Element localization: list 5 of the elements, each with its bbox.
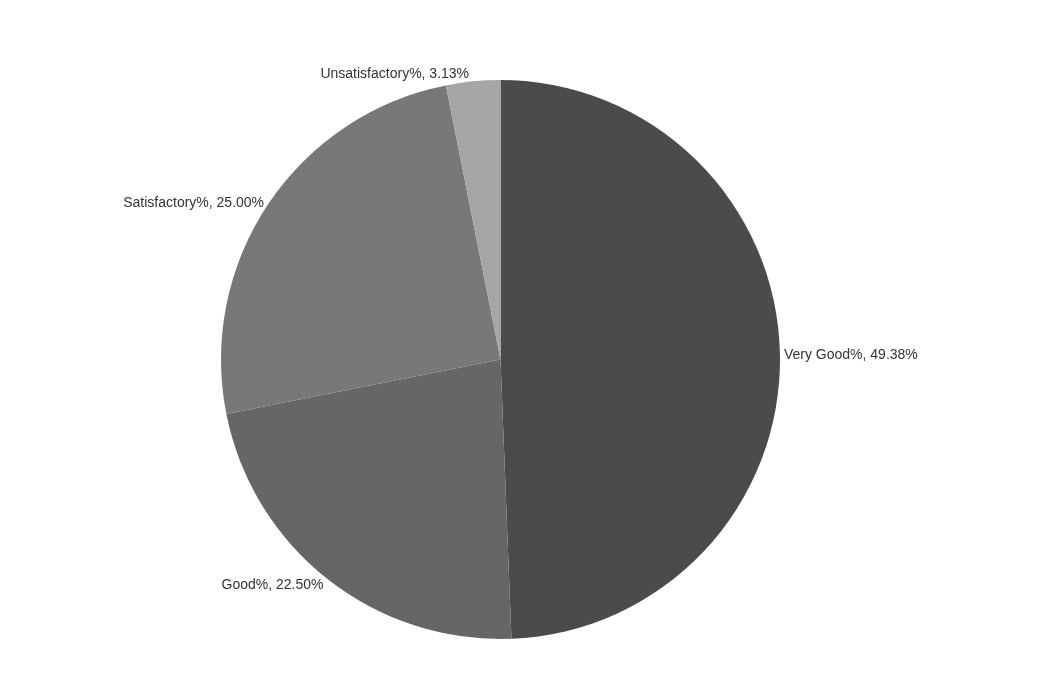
pie-slice bbox=[500, 80, 780, 639]
slice-label: Satisfactory%, 25.00% bbox=[123, 193, 265, 210]
slice-label: Unsatisfactory%, 3.13% bbox=[320, 65, 470, 82]
slice-label: Good%, 22.50% bbox=[221, 575, 324, 592]
slice-label: Very Good%, 49.38% bbox=[783, 346, 918, 363]
